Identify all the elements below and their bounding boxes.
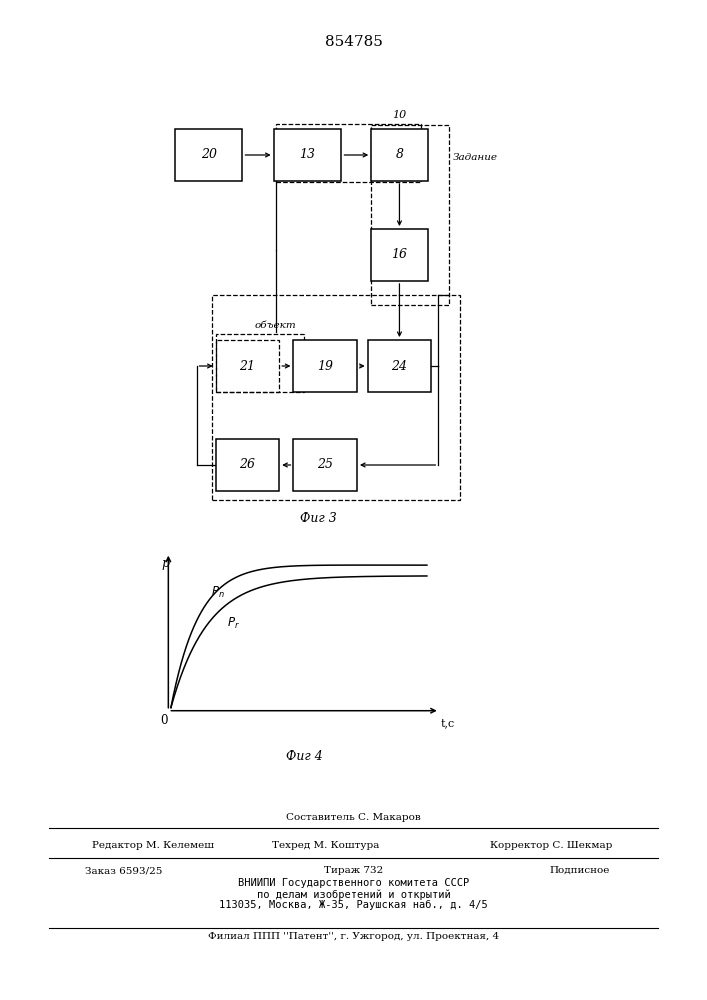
Text: 8: 8 (395, 148, 404, 161)
Text: 10: 10 (392, 110, 407, 120)
Bar (216, 439, 279, 491)
Bar (368, 340, 431, 392)
Text: 20: 20 (201, 148, 216, 161)
Bar (212, 295, 460, 500)
Text: Филиал ППП ''Патент'', г. Ужгород, ул. Проектная, 4: Филиал ППП ''Патент'', г. Ужгород, ул. П… (208, 932, 499, 941)
Text: 13: 13 (300, 148, 315, 161)
Text: по делам изобретений и открытий: по делам изобретений и открытий (257, 889, 450, 900)
Text: Фиг 4: Фиг 4 (286, 750, 322, 763)
Text: $P_r$: $P_r$ (227, 616, 240, 631)
Text: объект: объект (255, 321, 296, 330)
Bar (216, 340, 279, 392)
Text: Редактор М. Келемеш: Редактор М. Келемеш (92, 840, 214, 850)
Text: p: p (162, 557, 170, 570)
Bar (216, 334, 304, 392)
Text: t,с: t,с (441, 718, 455, 728)
Text: Подписное: Подписное (549, 866, 610, 875)
Text: 25: 25 (317, 458, 333, 472)
Bar (274, 129, 341, 181)
Text: 16: 16 (392, 248, 407, 261)
Bar (293, 340, 357, 392)
Bar (293, 439, 357, 491)
Text: Фиг 3: Фиг 3 (300, 512, 337, 525)
Text: 113035, Москва, Ж-35, Раушская наб., д. 4/5: 113035, Москва, Ж-35, Раушская наб., д. … (219, 900, 488, 910)
Text: Техред М. Коштура: Техред М. Коштура (271, 840, 379, 850)
Text: 21: 21 (240, 360, 255, 372)
Text: Задание: Задание (452, 153, 498, 162)
Text: 19: 19 (317, 360, 333, 372)
Text: Тираж 732: Тираж 732 (324, 866, 383, 875)
Text: Заказ 6593/25: Заказ 6593/25 (85, 866, 162, 875)
Text: 26: 26 (240, 458, 255, 472)
Text: $P_n$: $P_n$ (211, 585, 224, 600)
Text: 0: 0 (160, 714, 168, 727)
Text: Корректор С. Шекмар: Корректор С. Шекмар (490, 840, 613, 850)
Bar (371, 129, 428, 181)
Text: 24: 24 (392, 360, 407, 372)
Bar (371, 125, 449, 305)
Text: Составитель С. Макаров: Составитель С. Макаров (286, 813, 421, 822)
Text: 854785: 854785 (325, 35, 382, 49)
Bar (371, 229, 428, 281)
Bar (175, 129, 242, 181)
Bar (276, 124, 421, 182)
Text: ВНИИПИ Государственного комитета СССР: ВНИИПИ Государственного комитета СССР (238, 878, 469, 888)
